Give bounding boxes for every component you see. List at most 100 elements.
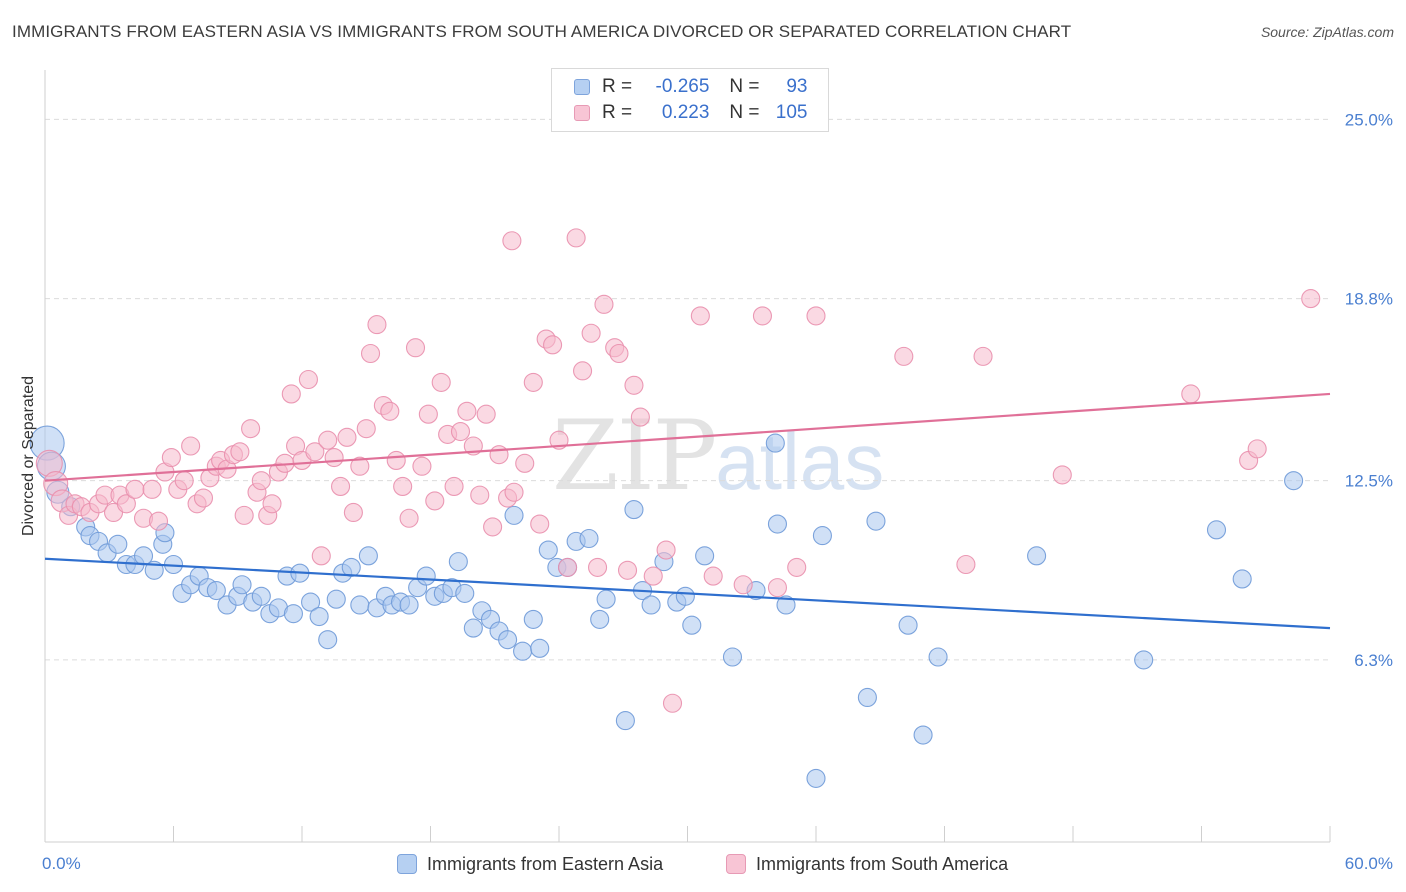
south-america-point (356, 419, 376, 439)
eastern-asia-point (498, 630, 518, 650)
bottom-legend-label: Immigrants from South America (756, 853, 1009, 874)
south-america-point (581, 323, 601, 343)
south-america-point (594, 294, 614, 314)
legend-n-value: 93 (786, 76, 808, 97)
south-america-point (360, 343, 381, 364)
south-america-point (174, 471, 194, 491)
eastern-asia-point (857, 687, 877, 708)
eastern-asia-point (596, 589, 616, 609)
south-america-point (450, 421, 471, 442)
south-america-point (662, 693, 683, 713)
south-america-point (311, 546, 331, 566)
south-america-point (630, 407, 650, 427)
south-america-point (767, 578, 788, 598)
eastern-asia-point (399, 595, 419, 615)
legend-row-south-america: R = 0.223 N = 105 (574, 101, 808, 125)
south-america-point (956, 554, 976, 575)
south-america-point (1301, 289, 1321, 309)
south-america-point (386, 450, 406, 470)
eastern-asia-point (1284, 471, 1304, 491)
south-america-point (609, 343, 629, 364)
south-america-trend-line (44, 392, 1331, 482)
series-south-america-points (35, 228, 1321, 713)
eastern-asia-point (309, 606, 329, 627)
eastern-asia-point (695, 546, 715, 566)
south-america-point (733, 575, 753, 595)
eastern-asia-point (358, 546, 378, 566)
south-america-point (656, 540, 676, 560)
south-america-point (787, 557, 807, 577)
eastern-asia-point (590, 609, 610, 629)
chart-source: Source: ZipAtlas.com (1260, 24, 1394, 40)
eastern-asia-point (776, 595, 796, 615)
eastern-asia-point (232, 575, 252, 595)
south-america-point (1181, 384, 1201, 404)
south-america-point (418, 404, 438, 424)
eastern-asia-point (1232, 569, 1252, 589)
eastern-asia-point (538, 540, 558, 560)
bottom-legend-eastern-asia: Immigrants from Eastern Asia (397, 851, 663, 877)
chart-title: IMMIGRANTS FROM EASTERN ASIA VS IMMIGRAN… (12, 22, 1072, 41)
legend-swatch-pink (574, 105, 590, 121)
south-america-point (643, 566, 663, 586)
south-america-point (230, 442, 250, 462)
south-america-point (476, 404, 496, 424)
eastern-asia-point (301, 592, 321, 612)
bottom-legend-swatch-pink (726, 854, 746, 874)
south-america-point (399, 508, 419, 528)
south-america-point (298, 369, 318, 390)
south-america-point (690, 306, 710, 326)
eastern-asia-point (913, 725, 933, 745)
eastern-asia-point (283, 604, 303, 624)
south-america-point (350, 456, 370, 476)
series-eastern-asia-points (29, 425, 1304, 788)
eastern-asia-point (206, 580, 226, 601)
south-america-point (425, 491, 445, 511)
eastern-asia-trend-line (44, 557, 1331, 630)
eastern-asia-point (326, 589, 346, 609)
south-america-point (543, 335, 563, 355)
eastern-asia-point (765, 433, 785, 453)
south-america-point (405, 338, 426, 358)
eastern-asia-point (504, 505, 524, 525)
legend-n-label: N = (729, 76, 760, 97)
south-america-point (1052, 465, 1072, 485)
bottom-legend-label: Immigrants from Eastern Asia (427, 853, 664, 874)
south-america-point (262, 494, 282, 514)
south-america-point (251, 471, 271, 491)
legend-n-label: N = (729, 102, 760, 123)
south-america-point (125, 479, 145, 499)
eastern-asia-point (318, 630, 338, 650)
legend-r-label: R = (602, 102, 633, 123)
south-america-point (894, 346, 914, 366)
eastern-asia-point (812, 526, 832, 546)
south-america-point (703, 566, 723, 586)
south-america-point (444, 476, 464, 497)
eastern-asia-point (928, 647, 948, 667)
south-america-point (483, 517, 503, 537)
eastern-asia-point (579, 528, 599, 549)
eastern-asia-point (767, 514, 788, 534)
eastern-asia-point (898, 615, 918, 635)
eastern-asia-point (513, 641, 533, 661)
south-america-point (1247, 439, 1267, 459)
south-america-point (558, 557, 578, 577)
eastern-asia-point (448, 552, 468, 572)
south-america-point (193, 488, 214, 508)
south-america-point (502, 231, 522, 251)
x-tick-label: 0.0% (42, 854, 81, 873)
eastern-asia-point (530, 638, 550, 658)
legend-r-label: R = (602, 76, 633, 97)
south-america-point (281, 384, 301, 404)
eastern-asia-point (455, 583, 475, 603)
south-america-point (337, 427, 357, 447)
eastern-asia-point (641, 595, 661, 615)
eastern-asia-point (251, 586, 271, 606)
eastern-asia-point (675, 586, 695, 606)
watermark-atlas: atlas (715, 417, 885, 506)
south-america-point (234, 505, 254, 525)
south-america-point (116, 494, 136, 514)
south-america-point (617, 560, 638, 580)
eastern-asia-point (108, 534, 128, 554)
south-america-point (530, 514, 550, 534)
